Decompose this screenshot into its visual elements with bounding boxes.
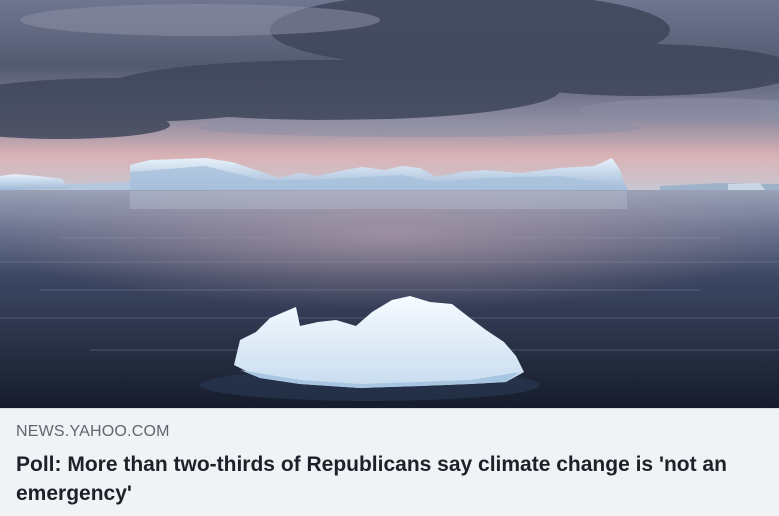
link-preview-text[interactable]: NEWS.YAHOO.COM Poll: More than two-third… [0, 408, 779, 516]
article-image[interactable] [0, 0, 779, 408]
iceberg-photo [0, 0, 779, 408]
article-headline[interactable]: Poll: More than two-thirds of Republican… [16, 453, 727, 505]
source-domain: NEWS.YAHOO.COM [16, 423, 170, 440]
